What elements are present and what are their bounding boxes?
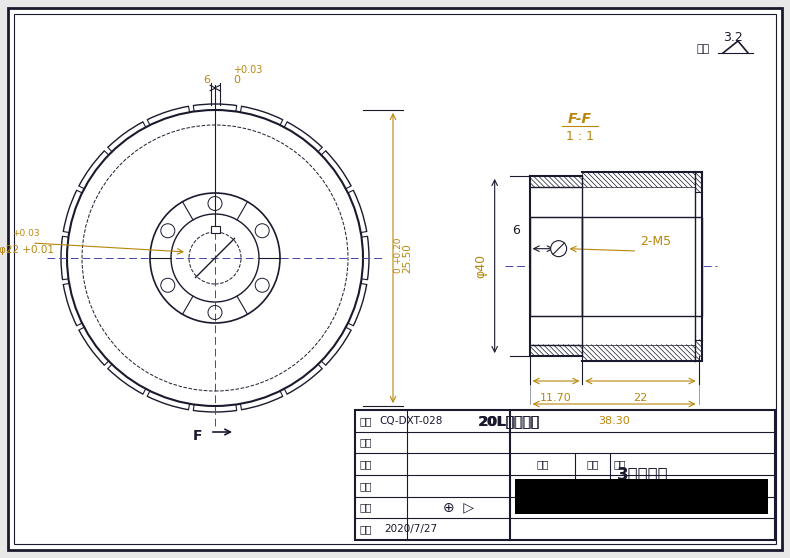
Text: 3.2: 3.2 bbox=[723, 31, 743, 44]
Bar bbox=[515, 479, 768, 514]
Bar bbox=[695, 340, 702, 360]
Text: 6: 6 bbox=[512, 224, 520, 237]
Text: φ40: φ40 bbox=[474, 254, 487, 278]
Text: 11.70: 11.70 bbox=[540, 393, 572, 403]
Bar bbox=[210, 226, 220, 233]
Bar bbox=[582, 171, 695, 187]
Text: 38.30: 38.30 bbox=[598, 416, 630, 426]
Text: 工艺: 工艺 bbox=[359, 503, 371, 512]
Bar bbox=[582, 345, 695, 360]
Text: 6: 6 bbox=[203, 75, 210, 85]
Text: φ22 +0.01: φ22 +0.01 bbox=[0, 245, 54, 255]
Text: F: F bbox=[192, 429, 201, 443]
Text: 3米定型台: 3米定型台 bbox=[617, 466, 668, 484]
Text: 审核: 审核 bbox=[359, 481, 371, 491]
Text: 20L同步带轮: 20L同步带轮 bbox=[479, 414, 541, 428]
Text: 2020/7/27: 2020/7/27 bbox=[385, 524, 438, 534]
Text: 制图: 制图 bbox=[359, 459, 371, 469]
Text: 1 : 1: 1 : 1 bbox=[566, 129, 594, 142]
Text: 0: 0 bbox=[393, 267, 402, 273]
Bar bbox=[695, 171, 702, 193]
Bar bbox=[529, 217, 582, 315]
Text: 1: 1 bbox=[589, 479, 596, 492]
Text: 20L同步带轮: 20L同步带轮 bbox=[478, 414, 540, 428]
Bar bbox=[529, 176, 582, 187]
Bar bbox=[582, 217, 702, 315]
Text: 比例: 比例 bbox=[613, 459, 626, 469]
Text: +0.20: +0.20 bbox=[393, 236, 402, 264]
Text: 设计: 设计 bbox=[359, 437, 371, 448]
Text: +0.03: +0.03 bbox=[12, 228, 40, 238]
Text: CQ-DXT-028: CQ-DXT-028 bbox=[379, 416, 442, 426]
Text: 图号: 图号 bbox=[359, 416, 371, 426]
Text: 2-M5: 2-M5 bbox=[641, 235, 672, 248]
Text: ⊕  ▷: ⊕ ▷ bbox=[443, 501, 474, 514]
Text: +0.03: +0.03 bbox=[233, 65, 262, 75]
Bar bbox=[355, 410, 775, 540]
Text: 材料: 材料 bbox=[536, 459, 549, 469]
Text: 日期: 日期 bbox=[359, 524, 371, 534]
Circle shape bbox=[551, 240, 566, 257]
Text: F-F: F-F bbox=[568, 112, 592, 126]
Text: 25.50: 25.50 bbox=[402, 243, 412, 273]
Text: 0: 0 bbox=[233, 75, 240, 85]
Text: 数量: 数量 bbox=[586, 459, 599, 469]
Text: 其余: 其余 bbox=[697, 44, 710, 54]
Text: 22: 22 bbox=[634, 393, 648, 403]
Text: 1:1: 1:1 bbox=[610, 479, 629, 492]
Bar bbox=[529, 345, 582, 356]
